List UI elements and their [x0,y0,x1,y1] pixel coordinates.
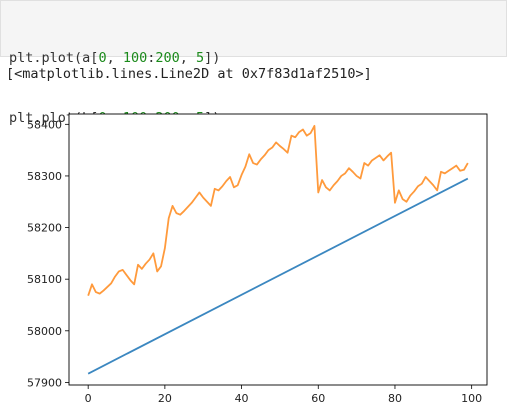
x-tick-label: 0 [85,392,92,405]
code-num: 200 [155,50,180,66]
x-tick-label: 80 [388,392,402,405]
y-tick-label: 58000 [27,325,62,338]
y-tick-label: 58100 [27,273,62,286]
code-fn: plt.plot( [9,110,83,126]
code-line-1: plt.plot(a[0, 100:200, 5]) [9,48,498,68]
x-tick-label: 100 [461,392,482,405]
code-sep: , [106,50,123,66]
y-tick-label: 57900 [27,376,62,389]
x-axis: 0 20 40 60 80 100 [85,385,482,405]
code-arg: a [82,50,91,66]
y-tick-label: 58300 [27,170,62,183]
x-tick-label: 40 [235,392,249,405]
code-cell-input[interactable]: plt.plot(a[0, 100:200, 5]) plt.plot(b[0,… [0,0,507,126]
code-colon: : [147,50,156,66]
axes-frame [68,113,488,386]
cell-output-text: [<matplotlib.lines.Line2D at 0x7f83d1af2… [6,66,372,82]
series-line-1 [87,177,469,375]
code-sep: , [179,50,197,66]
code-fn: plt.plot( [9,50,83,66]
code-num: 100 [122,50,148,66]
y-tick-label: 58400 [27,118,62,131]
series-layer [87,124,469,375]
x-tick-label: 60 [311,392,325,405]
code-close: ]) [204,50,221,66]
y-tick-label: 58200 [27,222,62,235]
code-num: 5 [196,50,205,66]
x-tick-label: 20 [158,392,172,405]
y-axis: 57900 58000 58100 58200 58300 58400 [27,118,69,389]
code-num: 0 [98,50,107,66]
series-line-2 [87,124,469,296]
code-open: [ [90,50,99,66]
